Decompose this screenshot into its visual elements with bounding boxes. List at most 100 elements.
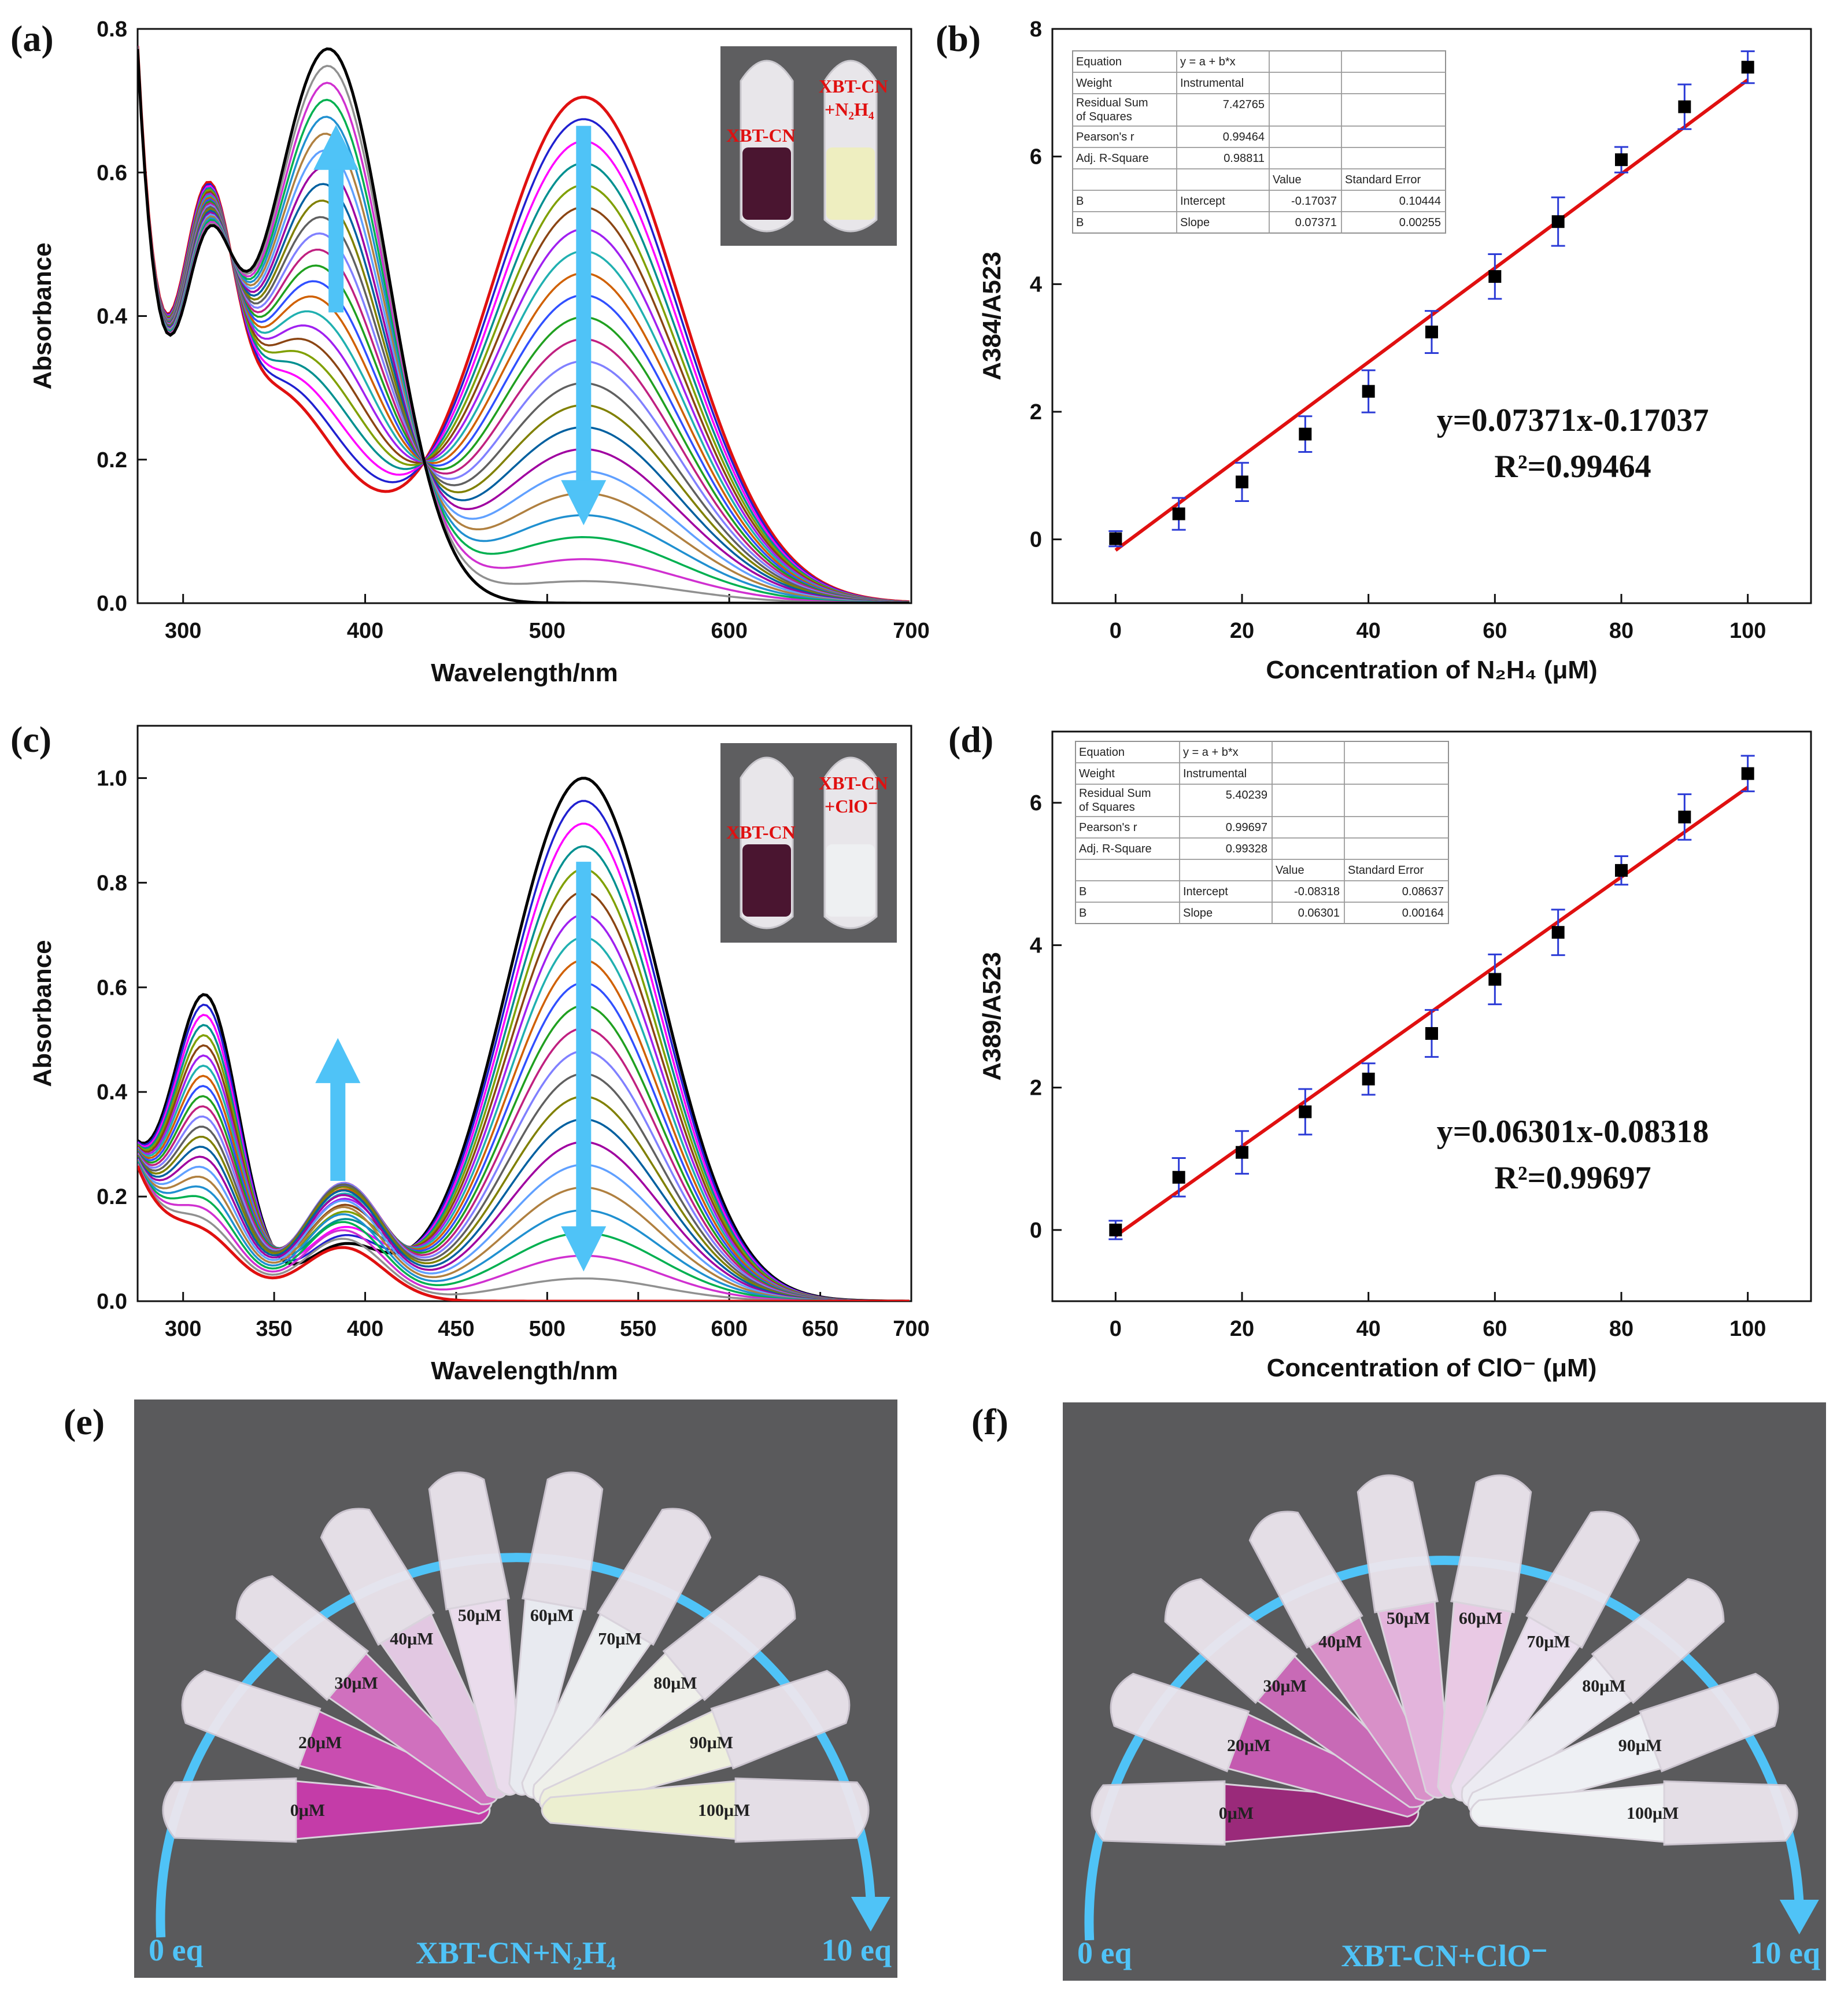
x-tick-label: 60 bbox=[1483, 619, 1507, 643]
tube-label: 0μM bbox=[290, 1801, 325, 1820]
tube: 40μM bbox=[320, 1508, 511, 1799]
spectrum-line bbox=[138, 47, 910, 603]
data-point bbox=[1362, 1072, 1375, 1085]
spectrum-line bbox=[138, 48, 910, 603]
photo-title: XBT-CN+N₂H₄ bbox=[416, 1936, 616, 1970]
y-tick-label: 4 bbox=[1030, 933, 1042, 958]
data-point bbox=[1172, 507, 1185, 520]
tube: 100μM bbox=[541, 1777, 870, 1843]
tube: 100μM bbox=[1469, 1780, 1798, 1846]
tube-cap bbox=[162, 1777, 297, 1843]
stats-table-frame bbox=[1075, 741, 1449, 924]
y-tick-label: 2 bbox=[1030, 400, 1042, 424]
spectra-series bbox=[138, 777, 910, 1301]
y-axis-title: Absorbance bbox=[28, 940, 57, 1087]
tube: 80μM bbox=[1461, 1578, 1725, 1808]
tube: 30μM bbox=[1164, 1578, 1428, 1808]
tube-cap bbox=[1164, 1578, 1298, 1704]
stats-table: Equation y = a + b*x Weight Instrumental Res… bbox=[1072, 50, 1446, 234]
spectrum-line bbox=[138, 48, 910, 603]
data-point bbox=[1425, 1027, 1438, 1040]
spectrum-line bbox=[138, 1165, 910, 1301]
tube: 20μM bbox=[1110, 1672, 1422, 1818]
y-tick-label: 0.8 bbox=[97, 871, 127, 895]
tube-label: 60μM bbox=[1459, 1609, 1502, 1628]
x-tick-label: 60 bbox=[1483, 1317, 1507, 1341]
tube-cap bbox=[1525, 1511, 1640, 1649]
spectrum-line bbox=[138, 48, 910, 603]
stats-cell-text: y = a + b*x bbox=[1183, 746, 1239, 759]
spectrum-line bbox=[138, 49, 910, 603]
panel-label-b: (b) bbox=[936, 18, 981, 59]
x-tick-label: 650 bbox=[802, 1317, 838, 1341]
tube-cap bbox=[320, 1508, 435, 1646]
x-tick-label: 450 bbox=[438, 1317, 474, 1341]
tube: 50μM bbox=[1357, 1474, 1452, 1799]
stats-cell-text: Adj. R-Square bbox=[1079, 843, 1152, 855]
tube-cap bbox=[181, 1670, 321, 1770]
spectrum-line bbox=[138, 47, 910, 603]
y-tick-label: 8 bbox=[1030, 17, 1042, 42]
stats-cell-text: Instrumental bbox=[1183, 767, 1247, 780]
spectrum-line bbox=[138, 46, 910, 603]
spectra-series bbox=[138, 46, 910, 603]
stats-cell-text: Pearson's r bbox=[1076, 131, 1134, 143]
photo-end-label: 10 eq bbox=[1750, 1936, 1821, 1970]
tube: 40μM bbox=[1248, 1511, 1439, 1802]
stats-cell-text: B bbox=[1079, 907, 1086, 920]
data-point bbox=[1299, 1105, 1312, 1118]
stats-cell-text: 0.00255 bbox=[1399, 216, 1441, 229]
photo-start-label: 0 eq bbox=[149, 1933, 204, 1967]
x-axis-title: Wavelength/nm bbox=[431, 1357, 618, 1385]
tube-cap bbox=[1450, 1474, 1532, 1613]
spectrum-line bbox=[138, 46, 910, 603]
y-axis-title: Absorbance bbox=[28, 242, 57, 389]
tube-label: 50μM bbox=[458, 1606, 501, 1625]
data-point bbox=[1299, 427, 1312, 441]
stats-cell bbox=[1344, 902, 1449, 924]
tube-cap bbox=[1663, 1780, 1798, 1846]
panel-label-f: (f) bbox=[971, 1401, 1008, 1442]
stats-cell-text: B bbox=[1076, 195, 1084, 208]
stats-cell-text: -0.08318 bbox=[1294, 885, 1340, 898]
data-point bbox=[1615, 864, 1628, 877]
data-point bbox=[1172, 1170, 1185, 1184]
stats-cell-text: Value bbox=[1273, 173, 1302, 186]
x-tick-label: 500 bbox=[529, 1317, 566, 1341]
x-tick-label: 20 bbox=[1230, 1317, 1254, 1341]
panel-label-a: (a) bbox=[10, 18, 54, 59]
stats-cell-text: of Squares bbox=[1079, 801, 1135, 814]
tube-liquid bbox=[541, 1780, 737, 1840]
stats-cell-text: 0.06301 bbox=[1298, 907, 1340, 920]
tube-cap bbox=[734, 1777, 870, 1843]
tube-cap bbox=[1248, 1511, 1363, 1649]
tube-label: 50μM bbox=[1387, 1609, 1430, 1628]
photo-f-tubes-clo: 0μM 20μM 30μM 40μM 50μM 60μM 70μM 80μM 90μM 100μM… bbox=[1063, 1402, 1826, 1981]
stats-cell-text: Instrumental bbox=[1180, 77, 1244, 90]
fit-r-squared: R²=0.99464 bbox=[1494, 449, 1651, 485]
inset-label-right-2: +N₂H₄ bbox=[825, 99, 874, 120]
stats-cell-text: Equation bbox=[1076, 56, 1122, 68]
photo-end-label: 10 eq bbox=[822, 1933, 892, 1967]
inset-tube-left-liquid bbox=[742, 147, 791, 220]
plot-frame bbox=[1051, 730, 1812, 1302]
spectrum-line bbox=[138, 47, 910, 603]
x-tick-label: 80 bbox=[1609, 619, 1633, 643]
y-axis-title: A384/A523 bbox=[978, 252, 1006, 381]
x-tick-label: 40 bbox=[1357, 619, 1381, 643]
tube: 80μM bbox=[532, 1575, 796, 1805]
tube: 90μM bbox=[538, 1670, 851, 1815]
inset-label-right-1: XBT-CN bbox=[819, 76, 888, 97]
x-tick-label: 100 bbox=[1729, 619, 1766, 643]
tube-label: 70μM bbox=[598, 1630, 641, 1649]
x-tick-label: 550 bbox=[620, 1317, 656, 1341]
inset-tube-right-liquid bbox=[826, 844, 875, 917]
inset-label-right-1: XBT-CN bbox=[819, 773, 888, 793]
y-tick-label: 0.0 bbox=[97, 592, 127, 616]
y-tick-label: 6 bbox=[1030, 145, 1042, 169]
tube-label: 0μM bbox=[1219, 1804, 1254, 1823]
stats-cell-text: Adj. R-Square bbox=[1076, 152, 1149, 165]
x-tick-label: 300 bbox=[165, 619, 201, 643]
y-tick-label: 1.0 bbox=[97, 766, 127, 791]
tube-label: 20μM bbox=[1227, 1736, 1270, 1755]
